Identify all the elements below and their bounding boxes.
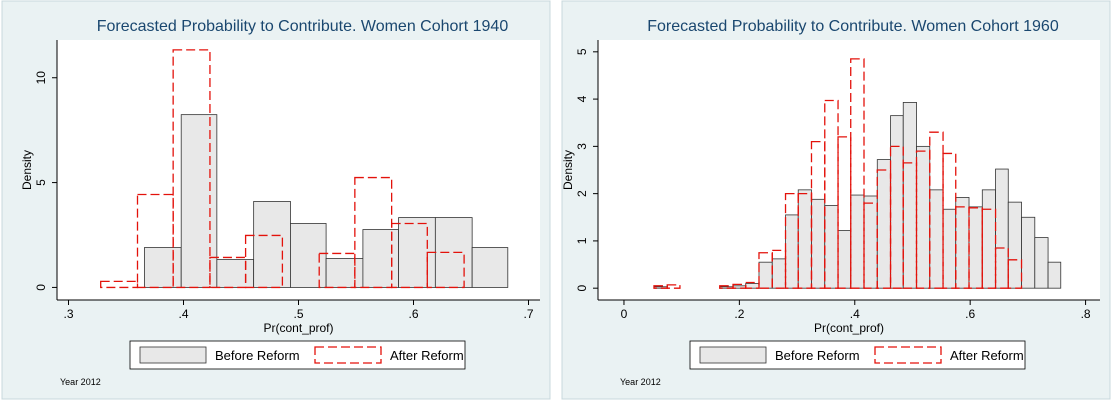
- histogram-bar: [916, 145, 931, 289]
- histogram-bar: [666, 284, 681, 289]
- x-tick-label: .6: [408, 307, 418, 321]
- histogram-bar: [995, 168, 1009, 289]
- histogram-bar: [981, 189, 996, 289]
- x-tick-label: .5: [293, 307, 303, 321]
- histogram-bar: [143, 247, 182, 288]
- histogram-bar: [797, 192, 813, 289]
- histogram-bar: [863, 195, 878, 289]
- histogram-bar: [994, 247, 1009, 289]
- y-tick-label: 10: [34, 71, 48, 85]
- x-tick-label: .3: [63, 307, 73, 321]
- note: Year 2012: [620, 377, 661, 387]
- legend-swatch: [874, 346, 942, 364]
- histogram-bar: [216, 259, 255, 288]
- histogram-bar: [1021, 216, 1036, 289]
- histogram-bar: [955, 197, 970, 289]
- histogram-bar: [244, 234, 284, 289]
- y-tick-label: 2: [575, 190, 589, 197]
- x-axis-label: Pr(cont_prof): [263, 321, 333, 335]
- histogram-bar: [253, 201, 291, 288]
- histogram-bar: [902, 102, 917, 289]
- histogram-bar: [837, 230, 852, 289]
- histogram-bar: [362, 229, 399, 288]
- histogram-bar: [426, 251, 465, 289]
- note: Year 2012: [60, 377, 101, 387]
- histogram-bar: [180, 114, 218, 288]
- histogram-bar: [890, 115, 904, 289]
- legend-swatch: [314, 346, 382, 364]
- histogram-bar: [100, 280, 139, 289]
- legend-swatch: [139, 346, 207, 364]
- x-tick-label: .8: [1081, 307, 1091, 321]
- x-tick-label: 0: [621, 307, 628, 321]
- histogram-bar: [745, 281, 760, 289]
- y-tick-label: 5: [34, 179, 48, 186]
- histogram-bar: [325, 258, 364, 288]
- histogram-bar: [1034, 237, 1049, 289]
- y-tick-label: 5: [575, 48, 589, 55]
- legend-box: [129, 340, 466, 370]
- chart-title: Forecasted Probability to Contribute. Wo…: [97, 18, 509, 35]
- y-tick-label: 3: [575, 143, 589, 150]
- histogram-bar: [471, 247, 509, 288]
- histogram-bar: [290, 223, 327, 288]
- histogram-bar: [390, 222, 428, 289]
- legend-label: After Reform: [950, 348, 1024, 363]
- histogram-bar: [968, 206, 983, 289]
- x-tick-label: .4: [850, 307, 860, 321]
- histogram-bar: [1007, 259, 1023, 289]
- y-tick-label: 0: [34, 284, 48, 291]
- legend-label: Before Reform: [215, 348, 300, 363]
- y-tick-label: 4: [575, 95, 589, 102]
- histogram-bar: [929, 189, 944, 289]
- histogram-bar: [811, 198, 826, 289]
- y-axis-label: Density: [561, 150, 575, 190]
- histogram-bar: [797, 189, 812, 289]
- legend-label: After Reform: [390, 348, 464, 363]
- histogram-bar: [850, 194, 865, 289]
- chart-title: Forecasted Probability to Contribute. Wo…: [647, 18, 1059, 35]
- histogram-bar: [876, 159, 891, 289]
- histogram-bar: [837, 136, 852, 289]
- x-axis-label: Pr(cont_prof): [814, 321, 884, 335]
- histogram-bar: [785, 214, 799, 289]
- histogram-bar: [745, 283, 760, 289]
- x-tick-label: .4: [178, 307, 188, 321]
- histogram-bar: [771, 258, 786, 289]
- histogram-bar: [758, 261, 773, 289]
- histogram-bar: [824, 205, 839, 289]
- histogram-bar: [1007, 201, 1022, 289]
- legend-swatch: [699, 346, 767, 364]
- histogram-bar: [784, 192, 799, 289]
- legend-label: Before Reform: [775, 348, 860, 363]
- x-tick-label: .2: [734, 307, 744, 321]
- histogram-bar: [850, 58, 865, 289]
- x-tick-label: .7: [523, 307, 533, 321]
- x-tick-label: .6: [965, 307, 975, 321]
- y-tick-label: 0: [575, 285, 589, 292]
- y-axis-label: Density: [20, 150, 34, 190]
- histogram-bar: [1047, 261, 1062, 289]
- histogram-bar: [824, 99, 839, 289]
- histogram-bar: [209, 256, 247, 289]
- histogram-bar: [902, 162, 918, 289]
- histogram-bar: [172, 49, 211, 289]
- histogram-bar: [942, 208, 957, 289]
- y-tick-label: 1: [575, 237, 589, 244]
